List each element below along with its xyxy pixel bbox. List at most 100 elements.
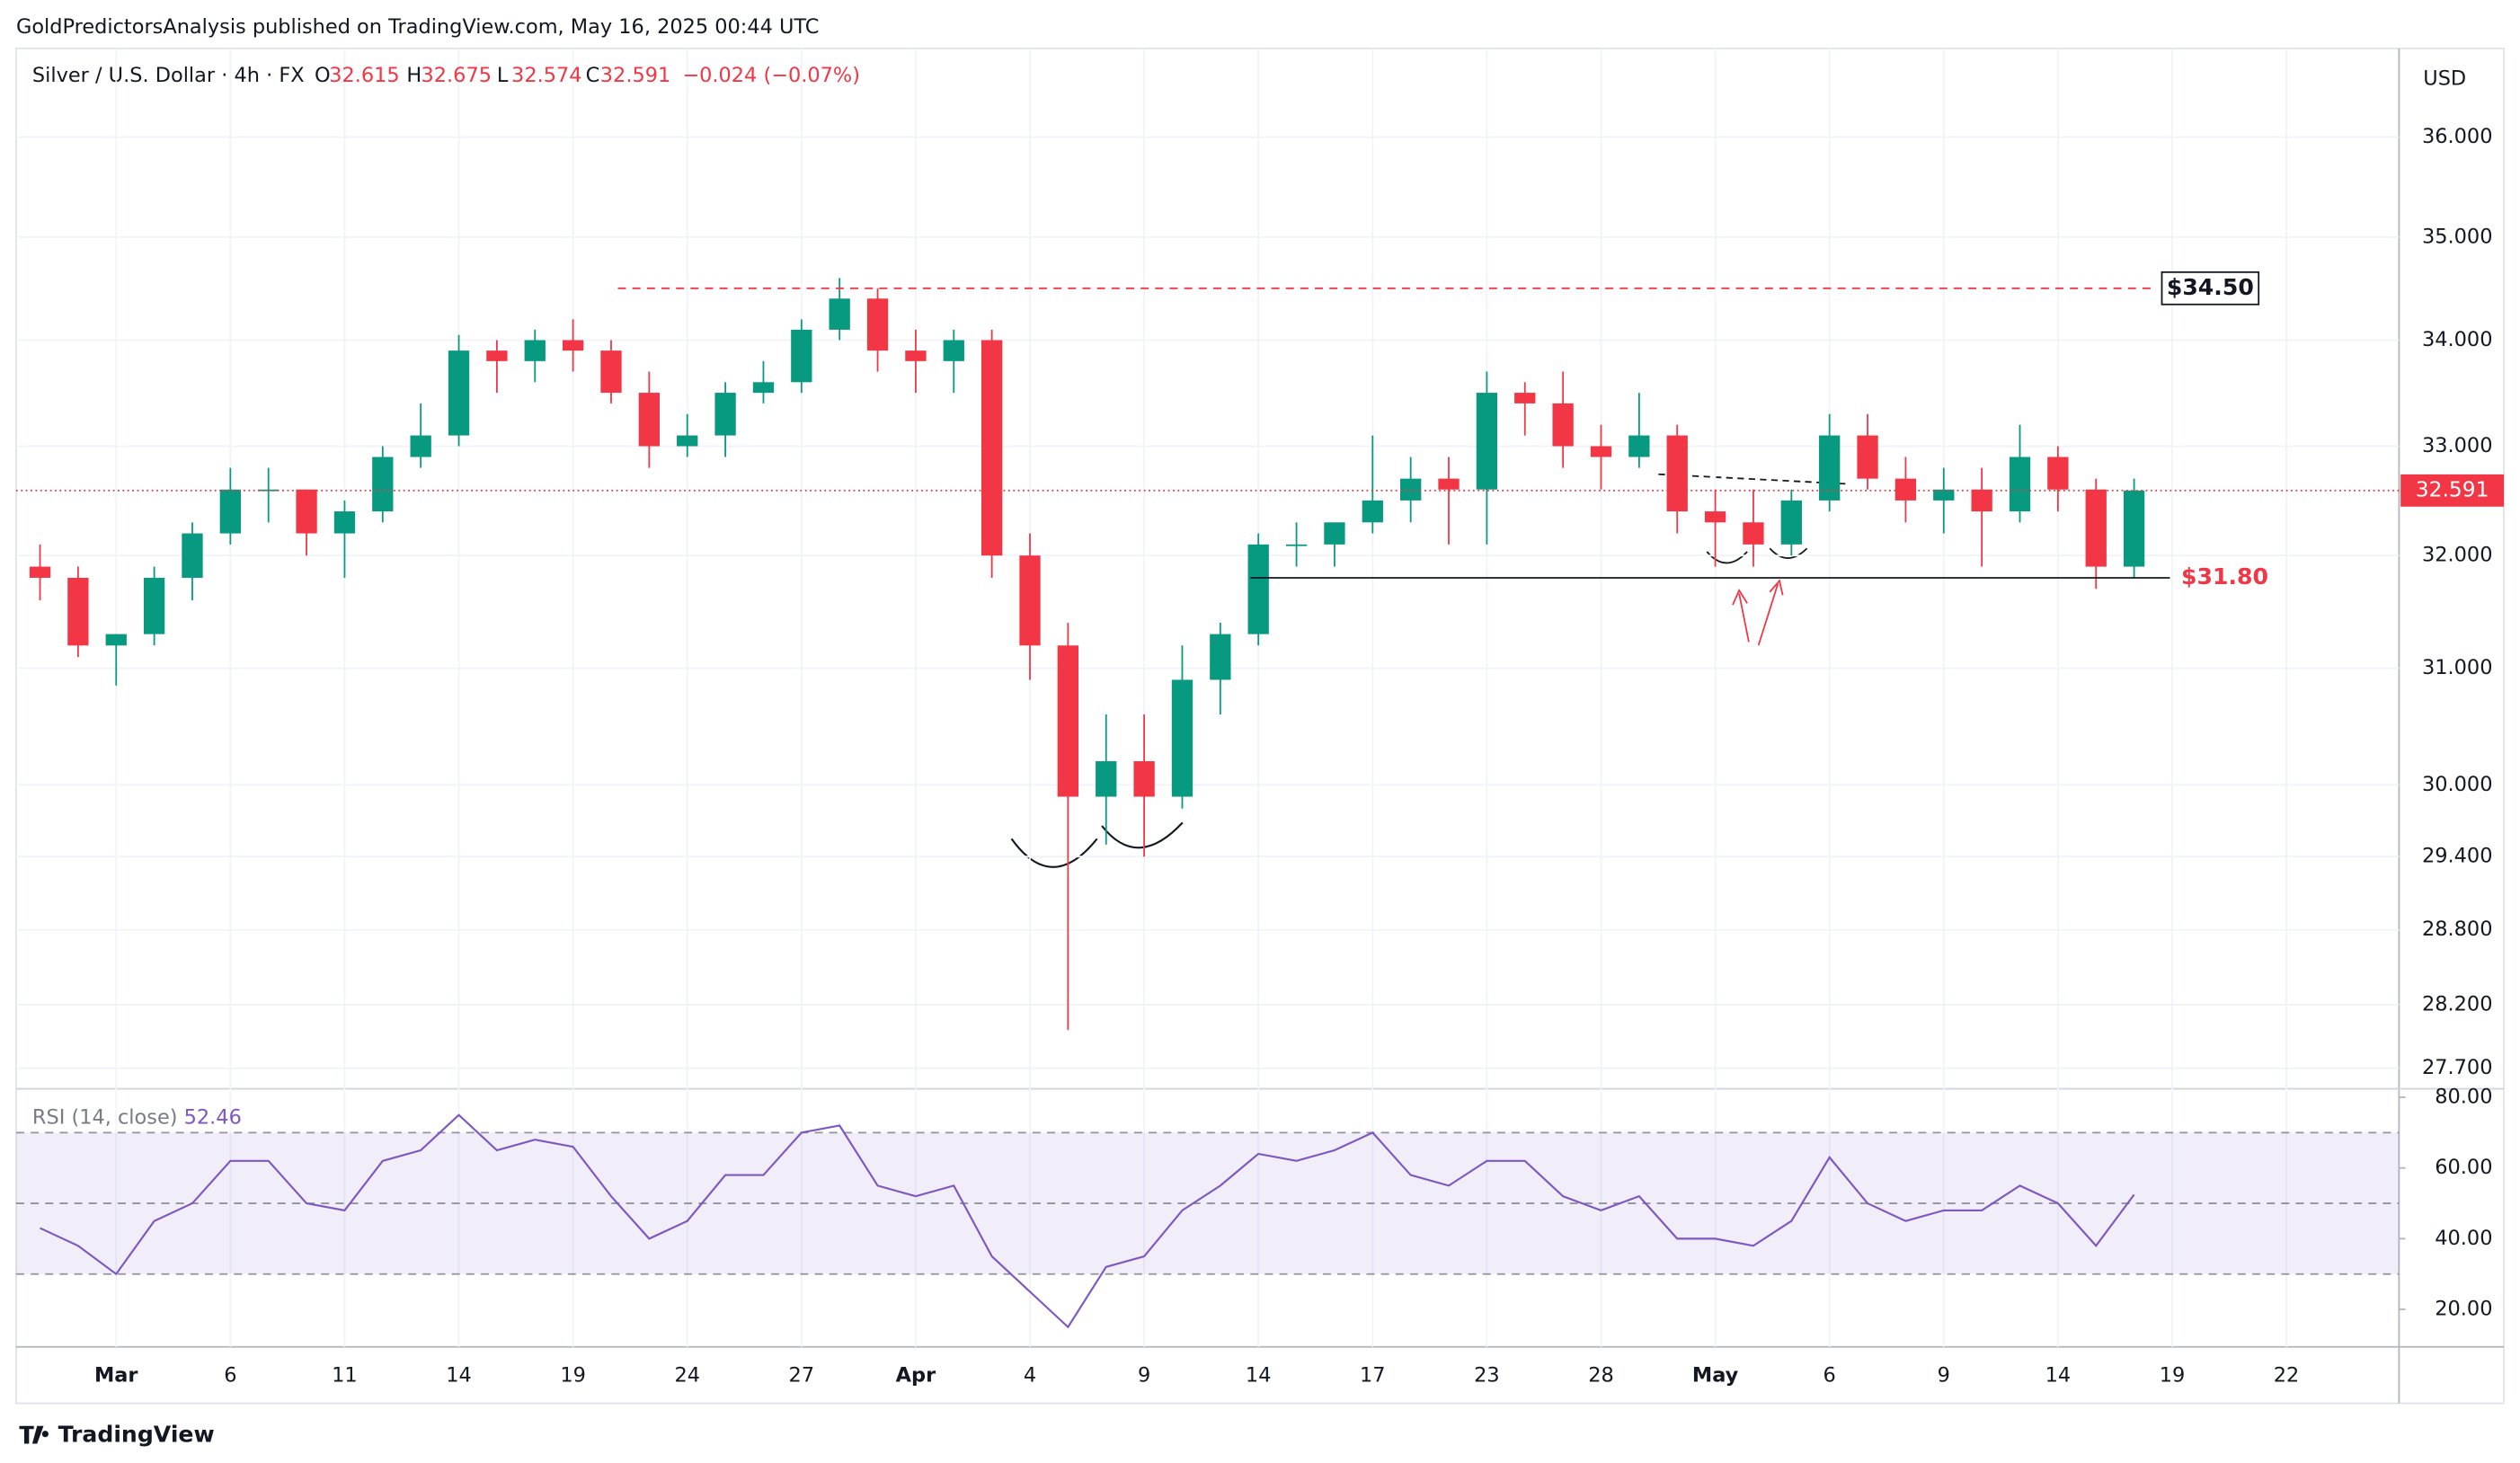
candle-body [333, 511, 356, 534]
candle-body [1590, 446, 1612, 457]
candle-body [1171, 679, 1193, 797]
x-tick-label: 9 [1138, 1364, 1150, 1388]
candle-body [372, 457, 394, 512]
candle-body [182, 533, 203, 578]
candle-body [600, 350, 622, 394]
candle-body [1210, 634, 1231, 680]
candle-body [1133, 761, 1155, 797]
candle-body [67, 577, 89, 646]
footer-logo: TradingView [58, 1421, 215, 1447]
candle-body [1743, 522, 1764, 545]
change: −0.024 (−0.07%) [682, 64, 860, 87]
x-tick-label: May [1692, 1364, 1739, 1388]
ohlc-key: H [406, 64, 421, 87]
ohlc-value: 32.591 [600, 64, 670, 87]
candle-body [1666, 435, 1688, 512]
candle-body [1552, 403, 1574, 447]
rsi-line [40, 1113, 2135, 1329]
x-tick-label: Apr [896, 1364, 936, 1388]
y-tick-label: 31.000 [2422, 656, 2492, 679]
candle-body [1628, 435, 1650, 457]
x-tick-label: 9 [1938, 1364, 1950, 1388]
candle-body [677, 435, 698, 447]
x-tick-label: 6 [224, 1364, 236, 1388]
candle-body [2085, 489, 2107, 567]
candle-body [829, 298, 850, 330]
candle-body [1857, 435, 1878, 479]
candle-body [2047, 457, 2069, 490]
last-price-box [2400, 474, 2505, 507]
candle-body [29, 566, 51, 578]
candle-body [905, 350, 927, 361]
last-price-label: 32.591 [2416, 476, 2489, 501]
candle-body [980, 340, 1003, 556]
x-tick-label: 17 [1360, 1364, 1386, 1388]
x-tick-label: 23 [1474, 1364, 1500, 1388]
x-tick-label: 14 [446, 1364, 472, 1388]
logo-icon [19, 1425, 49, 1444]
support-label: $31.80 [2181, 563, 2268, 590]
candle-body [943, 340, 964, 361]
currency: USD [2423, 66, 2466, 90]
candle-body [1971, 489, 1992, 512]
rsi-title: RSI (14, close) [32, 1105, 178, 1129]
y-tick-label: 29.400 [2422, 845, 2492, 868]
candle-body [791, 329, 812, 383]
candle-body [1894, 478, 1917, 501]
cup-arcs [1010, 821, 1184, 868]
y-tick-label: 36.000 [2422, 125, 2492, 148]
candle-body [143, 577, 165, 634]
x-tick-label: 14 [2045, 1364, 2072, 1388]
candle-body [2123, 490, 2145, 567]
x-tick-label: 24 [674, 1364, 700, 1388]
x-tick-label: 14 [1246, 1364, 1272, 1388]
candle-body [410, 435, 431, 457]
y-tick-label: 40.00 [2435, 1227, 2492, 1250]
resistance-label-box [2161, 270, 2260, 306]
candle-body [752, 382, 775, 394]
ohlc-key: C [586, 64, 600, 87]
candle-body [1057, 645, 1079, 797]
x-tick-label: 27 [789, 1364, 815, 1388]
candle-body [448, 350, 470, 436]
y-tick-label: 30.000 [2422, 773, 2492, 796]
candle-body [1285, 544, 1308, 546]
x-tick-label: 4 [1024, 1364, 1036, 1388]
x-tick-label: 22 [2274, 1364, 2300, 1388]
candle-body [1362, 500, 1383, 523]
ohlc-value: 32.675 [421, 64, 492, 87]
publisher: GoldPredictorsAnalysis published on Trad… [16, 15, 820, 39]
candle-body [866, 298, 889, 351]
frame [15, 47, 2505, 1405]
ohlc-key: L [497, 64, 509, 87]
ohlc-key: O [315, 64, 331, 87]
candle-body [219, 489, 241, 534]
y-tick-label: 35.000 [2422, 225, 2492, 248]
candle-body [1438, 478, 1460, 490]
y-tick-label: 34.000 [2422, 328, 2492, 351]
arrows [1732, 579, 1784, 646]
candle-body [1704, 511, 1726, 523]
y-tick-label: 20.00 [2435, 1298, 2492, 1321]
candle-body [1400, 478, 1422, 501]
y-tick-label: 60.00 [2435, 1156, 2492, 1179]
y-tick-label: 28.800 [2422, 918, 2492, 941]
x-tick-label: 6 [1823, 1364, 1836, 1388]
y-tick-label: 32.000 [2422, 544, 2492, 567]
candle-body [296, 489, 317, 534]
candle-body [562, 340, 584, 351]
rsi-value: 52.46 [184, 1105, 242, 1129]
y-tick-label: 27.700 [2422, 1056, 2492, 1079]
candle-body [524, 340, 546, 361]
candle-body [1019, 555, 1041, 646]
candle-body [1096, 761, 1117, 797]
candle-body [1247, 544, 1269, 634]
candle-body [714, 393, 736, 436]
candle-body [638, 393, 661, 447]
candle-body [1324, 522, 1345, 545]
y-tick-label: 80.00 [2435, 1086, 2492, 1109]
ohlc-value: 32.574 [511, 64, 581, 87]
candle-body [486, 350, 508, 361]
candle-body [1476, 393, 1498, 490]
